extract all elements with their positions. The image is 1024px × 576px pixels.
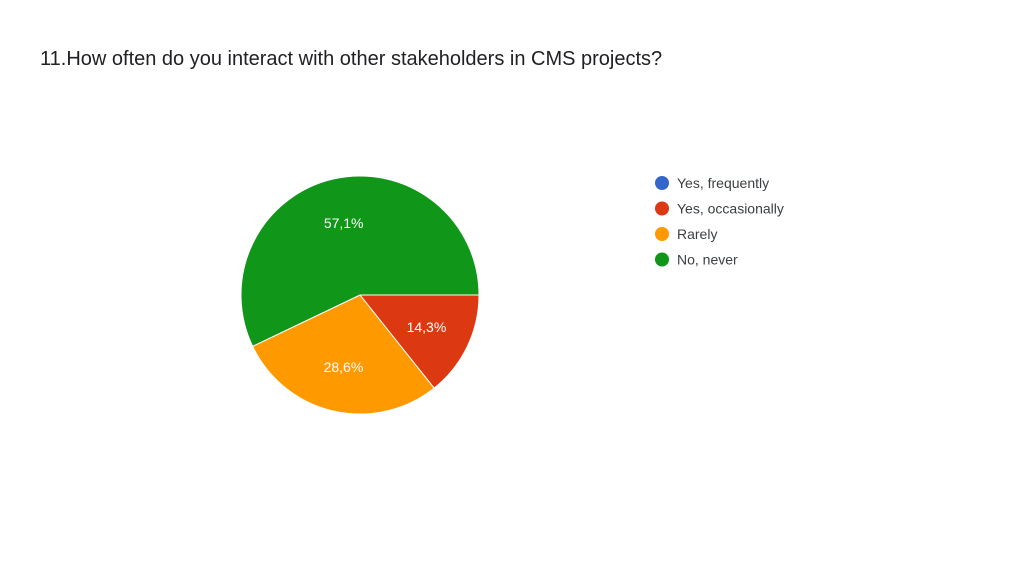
slice-percent-label: 57,1%: [324, 215, 364, 231]
pie-slices: [240, 175, 480, 415]
chart-legend: Yes, frequently Yes, occasionally Rarely No…: [655, 175, 784, 268]
legend-item[interactable]: Yes, frequently: [655, 175, 769, 191]
legend-label: Yes, occasionally: [677, 201, 784, 217]
legend-label: Yes, frequently: [677, 175, 769, 191]
legend-swatch: [655, 201, 669, 216]
legend-item[interactable]: Rarely: [655, 226, 717, 242]
chart-title: 11.How often do you interact with other …: [40, 48, 663, 70]
slice-percent-label: 28,6%: [324, 359, 364, 375]
pie-slice-no-never[interactable]: [240, 175, 480, 348]
legend-item[interactable]: No, never: [655, 252, 738, 268]
pie-slice-yes-occasionally[interactable]: [358, 294, 480, 389]
legend-swatch: [655, 227, 669, 241]
legend-label: No, never: [677, 252, 738, 268]
legend-swatch: [655, 176, 669, 190]
legend-swatch: [655, 252, 669, 267]
pie-slice-labels: 14,3% 28,6% 57,1%: [324, 215, 447, 375]
legend-label: Rarely: [677, 226, 717, 242]
slice-percent-label: 14,3%: [407, 319, 447, 335]
legend-item[interactable]: Yes, occasionally: [655, 201, 784, 217]
